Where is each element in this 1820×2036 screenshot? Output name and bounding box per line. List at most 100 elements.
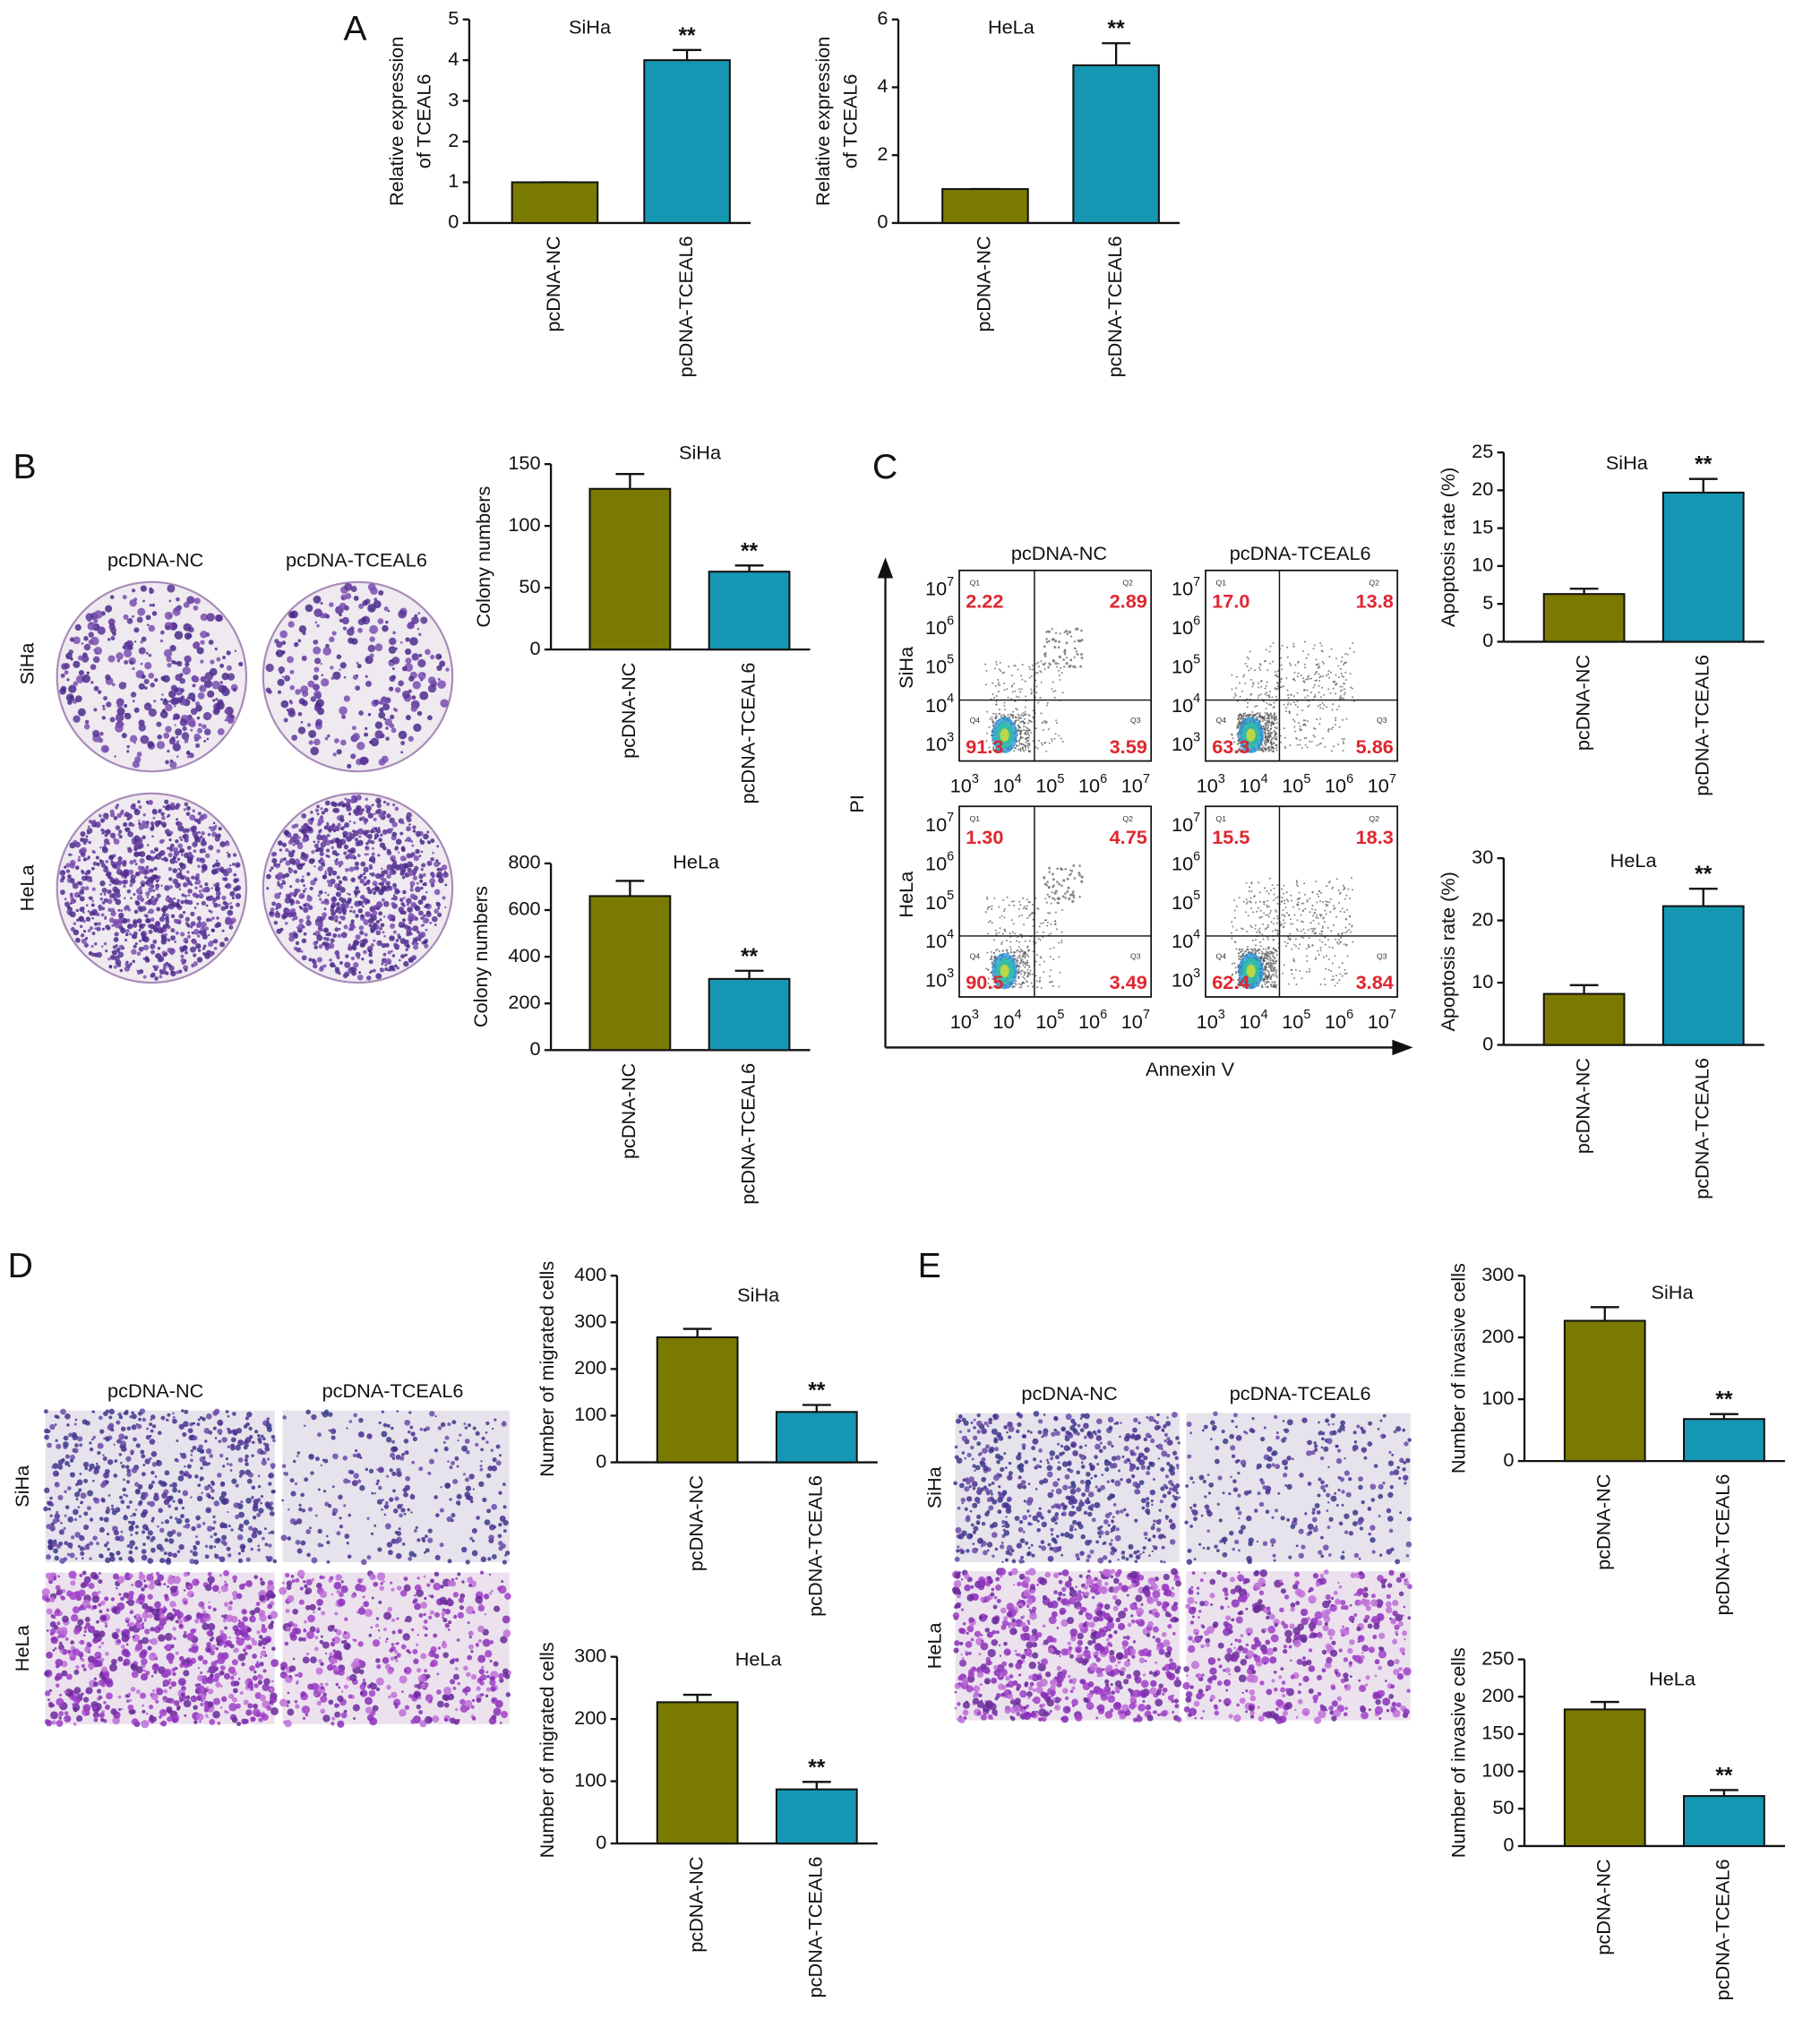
y-axis-label: Colony numbers <box>469 886 492 1027</box>
cell <box>373 1524 377 1527</box>
cell <box>182 1454 187 1459</box>
cell <box>193 1435 198 1440</box>
cell <box>207 933 210 937</box>
cell <box>311 1557 318 1564</box>
cell <box>238 661 244 667</box>
cell <box>382 800 387 804</box>
cell <box>392 860 398 865</box>
cell <box>479 1467 484 1472</box>
cell <box>313 963 318 969</box>
cell <box>385 881 391 886</box>
cell <box>330 915 335 921</box>
cell <box>54 1555 59 1561</box>
cell <box>430 654 435 660</box>
cell <box>423 1428 427 1432</box>
cell <box>373 1491 377 1495</box>
cell <box>106 925 111 931</box>
cell <box>53 1548 58 1554</box>
cell <box>440 1422 446 1428</box>
cell <box>410 705 417 712</box>
cell <box>186 1464 192 1469</box>
cell <box>289 1478 295 1483</box>
cell <box>484 1519 491 1525</box>
cell <box>339 1525 343 1529</box>
cell <box>434 1554 441 1560</box>
x-tick-label: pcDNA-TCEAL6 <box>674 236 697 377</box>
cell <box>84 1548 87 1551</box>
cell <box>90 1571 98 1579</box>
x-tick-label: pcDNA-TCEAL6 <box>1712 1474 1734 1616</box>
cell <box>165 919 170 924</box>
cell <box>331 1485 335 1489</box>
cell <box>316 623 320 628</box>
cell <box>398 1527 401 1531</box>
cell <box>212 871 217 875</box>
cell <box>505 1551 511 1556</box>
cell <box>259 1694 266 1702</box>
cell <box>55 1439 58 1442</box>
cell <box>988 1417 993 1422</box>
cell <box>386 1542 393 1548</box>
cell <box>498 1672 504 1679</box>
cell <box>89 1447 94 1452</box>
cell <box>490 1448 494 1452</box>
cell <box>305 1630 314 1639</box>
cell <box>404 1669 408 1672</box>
cell <box>126 1699 130 1703</box>
cell <box>340 594 348 601</box>
cell <box>107 1422 115 1429</box>
cell <box>434 889 441 896</box>
cell <box>410 901 417 908</box>
cell <box>418 855 422 857</box>
cell <box>195 1645 199 1650</box>
cell <box>269 869 272 872</box>
cell <box>258 1610 266 1617</box>
cell <box>67 1465 71 1467</box>
cell <box>1022 1530 1026 1533</box>
cell <box>156 906 161 912</box>
cell <box>442 1616 444 1619</box>
cell <box>386 813 391 819</box>
cell <box>191 674 198 682</box>
cell <box>220 1585 228 1593</box>
cell <box>407 1508 410 1512</box>
cell <box>371 846 374 850</box>
cell <box>246 1644 253 1650</box>
cell <box>325 614 331 619</box>
x-tick-label: pcDNA-NC <box>1592 1474 1614 1570</box>
cell <box>137 865 143 871</box>
cell <box>288 912 294 918</box>
cell <box>335 1574 342 1581</box>
cell <box>471 1550 478 1557</box>
cell <box>108 1408 115 1415</box>
cell <box>295 1577 300 1583</box>
cell <box>452 1478 459 1485</box>
significance: ** <box>1715 1388 1733 1413</box>
cell <box>353 1638 357 1643</box>
cell <box>288 700 293 703</box>
cell <box>103 1516 109 1523</box>
cell <box>429 1610 434 1615</box>
cell <box>86 857 90 861</box>
cell <box>204 1554 210 1559</box>
chart-title: SiHa <box>569 16 612 39</box>
cell <box>205 1413 212 1420</box>
cell <box>219 663 225 668</box>
cell <box>381 867 383 871</box>
cell <box>159 852 162 855</box>
cell <box>93 922 99 926</box>
cell <box>400 902 405 906</box>
cell <box>48 1688 53 1693</box>
cell <box>295 1704 300 1709</box>
cell <box>122 1487 126 1492</box>
cell <box>306 903 311 907</box>
cell <box>485 1694 489 1698</box>
cell <box>246 1478 253 1484</box>
cell <box>393 964 398 968</box>
cell <box>349 909 352 913</box>
cell <box>142 1705 144 1707</box>
cell <box>107 638 111 641</box>
cell <box>1123 1446 1129 1452</box>
cell <box>386 1637 389 1641</box>
cell <box>373 905 377 908</box>
